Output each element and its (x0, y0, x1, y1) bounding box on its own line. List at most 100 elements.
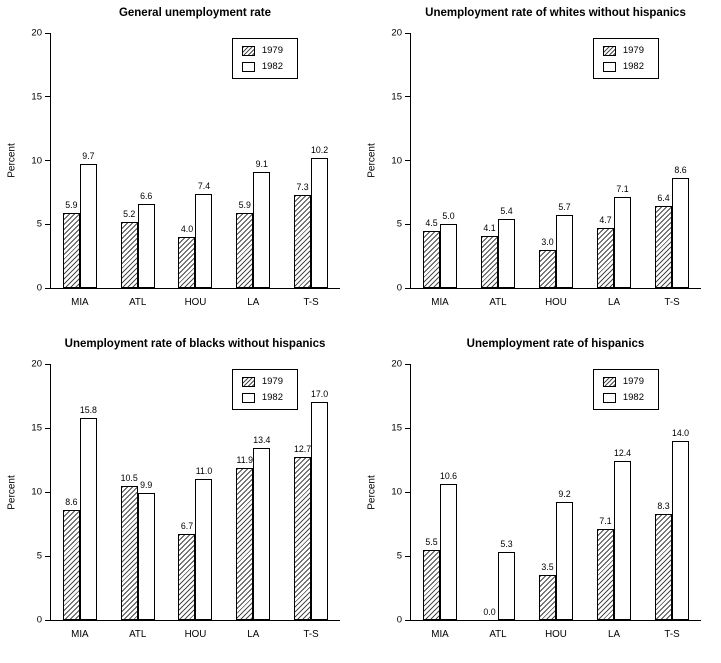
chart-title: Unemployment rate of whites without hisp… (425, 7, 686, 19)
legend-swatch-1979 (602, 45, 616, 56)
legend-label: 1982 (261, 392, 283, 403)
bar-value-label: 8.3 (657, 500, 670, 511)
legend: 1979 1982 (592, 38, 659, 79)
bar-value-label: 5.0 (442, 211, 455, 222)
y-tick-label: 5 (36, 550, 42, 562)
y-tick-mark (45, 427, 51, 429)
category-label: T-S (303, 629, 319, 640)
legend-swatch-1979 (241, 376, 255, 387)
bar-column: 0.0 (481, 364, 498, 620)
bar-group: 12.7 17.0 T-S (294, 364, 329, 640)
bar-1982 (440, 484, 457, 620)
bar-1982 (137, 493, 155, 620)
bar-group: 5.9 9.1 LA (236, 33, 271, 308)
bar-1979 (120, 221, 138, 288)
legend-swatch-1982 (602, 61, 616, 72)
bar-1979 (539, 249, 556, 288)
y-axis-title: Percent (6, 474, 18, 510)
legend-swatch-1979 (241, 45, 255, 56)
bar-1982 (614, 197, 631, 288)
legend-swatch-1979 (602, 376, 616, 387)
bar-value-label: 15.8 (79, 404, 97, 415)
plot-area: Percent 0 5 10 15 20 5.5 10.6 MIA 0.0 5.3 ATL 3.5 9.2… (367, 359, 701, 640)
y-tick-mark (45, 32, 51, 34)
category-label: LA (608, 629, 620, 640)
bar-value-label: 5.9 (238, 199, 251, 210)
legend-swatch-1982 (241, 392, 255, 403)
legend-label: 1979 (622, 376, 644, 387)
plot-area: Percent 0 5 10 15 20 8.6 15.8 MIA 10.5 9.9 ATL 6.7 11… (7, 359, 340, 640)
y-tick-label: 10 (31, 486, 42, 498)
bar-column: 4.5 (423, 33, 440, 288)
bar-1982 (498, 552, 515, 620)
category-label: MIA (71, 297, 89, 308)
bar-group: 3.5 9.2 HOU (539, 364, 573, 640)
bar-group: 6.4 8.6 T-S (655, 33, 689, 308)
bar-column: 14.0 (672, 364, 689, 620)
bar-1982 (311, 402, 329, 620)
y-tick-mark (45, 363, 51, 365)
legend-swatch-1982 (602, 392, 616, 403)
bar-1979 (120, 485, 138, 620)
y-tick-label: 20 (391, 358, 402, 370)
y-tick-mark (405, 160, 411, 161)
bar-value-label: 5.7 (558, 202, 571, 213)
bar-column: 3.0 (539, 33, 556, 288)
bar-column: 9.7 (79, 33, 97, 288)
bar-value-label: 14.0 (671, 427, 690, 438)
bar-value-label: 5.4 (500, 206, 513, 217)
y-tick-mark (45, 160, 51, 161)
bar-value-label: 9.2 (558, 489, 571, 500)
y-tick-mark (45, 96, 51, 98)
bar-value-label: 11.9 (236, 454, 254, 465)
legend: 1979 1982 (231, 369, 298, 410)
bar-1979 (481, 235, 498, 288)
bar-value-label: 6.4 (657, 193, 670, 204)
bar-group: 5.5 10.6 MIA (423, 364, 457, 640)
bar-column: 12.7 (294, 364, 311, 620)
bar-group: 7.3 10.2 T-S (294, 33, 329, 308)
bar-1979 (236, 212, 254, 288)
bar-value-label: 5.5 (425, 536, 438, 547)
category-label: MIA (71, 629, 89, 640)
bar-1982 (672, 440, 689, 620)
category-label: HOU (184, 629, 207, 640)
bar-value-label: 5.2 (123, 208, 136, 219)
bar-group: 7.1 12.4 LA (597, 364, 631, 640)
bar-group: 5.2 6.6 ATL (120, 33, 155, 308)
bar-value-label: 17.0 (311, 389, 329, 400)
y-tick-mark (45, 619, 51, 621)
bar-column: 5.4 (498, 33, 515, 288)
bar-value-label: 7.4 (197, 180, 211, 191)
bar-value-label: 11.0 (195, 466, 213, 477)
bar-1982 (253, 448, 271, 620)
bar-column: 12.4 (614, 364, 631, 620)
bar-1982 (195, 193, 213, 288)
bar-1982 (556, 502, 573, 620)
bar-value-label: 10.2 (311, 144, 329, 155)
bar-group: 8.6 15.8 MIA (62, 364, 97, 640)
legend-item: 1982 (602, 392, 644, 403)
bar-1979 (178, 237, 196, 288)
legend-label: 1982 (261, 61, 283, 72)
chart-title: Unemployment rate of blacks without hisp… (64, 338, 326, 350)
bar-value-label: 8.6 (65, 496, 78, 507)
bar-1979 (62, 212, 80, 288)
bar-group: 11.9 13.4 LA (236, 364, 271, 640)
category-label: T-S (664, 629, 680, 640)
bar-value-label: 12.7 (294, 444, 312, 455)
bar-1982 (137, 203, 155, 288)
category-label: MIA (431, 297, 449, 308)
bar-1982 (498, 219, 515, 288)
chart-title: General unemployment rate (118, 7, 272, 19)
bar-value-label: 3.5 (541, 562, 554, 573)
bar-column: 10.6 (440, 364, 457, 620)
bar-column: 8.6 (672, 33, 689, 288)
bar-column: 5.9 (236, 33, 254, 288)
category-label: ATL (489, 629, 507, 640)
bar-1982 (672, 178, 689, 288)
bar-1979 (423, 549, 440, 620)
y-tick-mark (405, 223, 411, 225)
bar-column: 6.6 (137, 33, 155, 288)
